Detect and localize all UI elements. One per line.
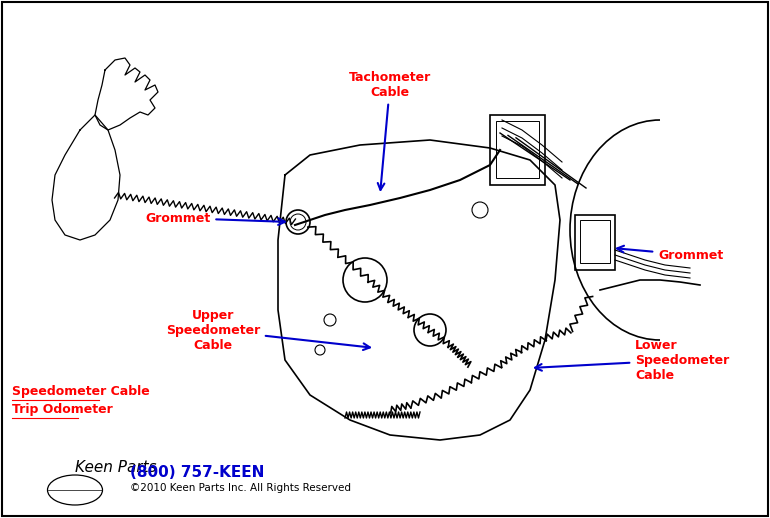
- Bar: [490, 115, 545, 185]
- Text: Lower
Speedometer
Cable: Lower Speedometer Cable: [535, 338, 729, 381]
- Text: Speedometer Cable: Speedometer Cable: [12, 385, 149, 398]
- Bar: [496, 121, 539, 178]
- Text: Grommet: Grommet: [146, 211, 285, 225]
- Bar: [575, 215, 615, 270]
- Text: (800) 757-KEEN: (800) 757-KEEN: [130, 465, 264, 480]
- Text: Grommet: Grommet: [617, 246, 723, 262]
- Text: Tachometer
Cable: Tachometer Cable: [349, 71, 431, 190]
- Text: ©2010 Keen Parts Inc. All Rights Reserved: ©2010 Keen Parts Inc. All Rights Reserve…: [130, 483, 351, 493]
- Text: Keen Parts: Keen Parts: [75, 460, 156, 475]
- Text: Trip Odometer: Trip Odometer: [12, 403, 112, 416]
- Text: Upper
Speedometer
Cable: Upper Speedometer Cable: [166, 309, 370, 352]
- Bar: [580, 220, 610, 263]
